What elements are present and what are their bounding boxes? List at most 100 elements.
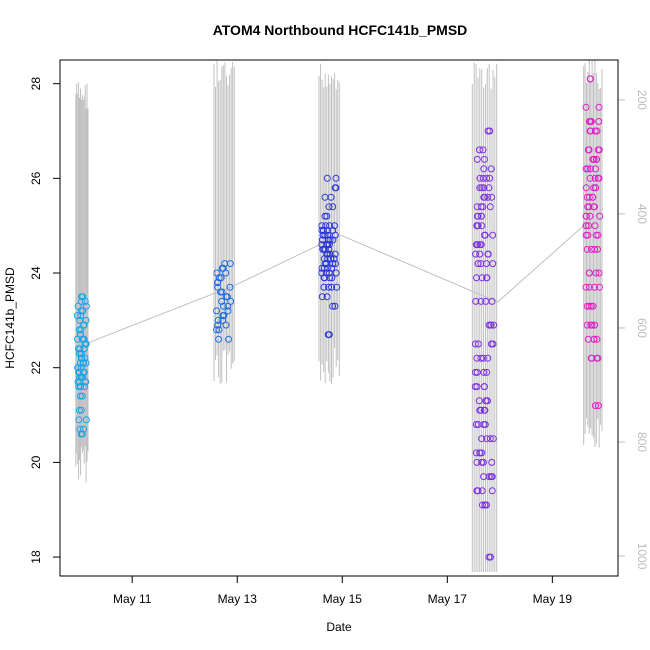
data-point <box>323 293 331 301</box>
data-point <box>80 425 87 433</box>
data-point <box>332 269 340 277</box>
data-point <box>586 118 594 125</box>
data-point <box>487 340 495 348</box>
secondary-transit-line <box>88 208 604 344</box>
y-tick-label-0: 18 <box>29 550 43 564</box>
data-point <box>488 458 496 466</box>
data-point <box>324 231 332 239</box>
data-point <box>73 312 81 320</box>
data-point <box>331 302 339 310</box>
data-point <box>592 269 600 277</box>
data-point <box>76 345 84 353</box>
data-point <box>80 345 88 353</box>
data-point <box>583 321 591 329</box>
data-point <box>488 487 496 495</box>
data-point <box>326 250 334 258</box>
y2-tick-label-1: 400 <box>635 204 649 224</box>
data-point <box>480 473 488 481</box>
data-point <box>474 421 482 428</box>
data-point <box>585 193 593 201</box>
data-point <box>472 297 480 305</box>
data-point <box>485 553 493 561</box>
data-point <box>592 402 599 410</box>
data-point <box>487 165 495 173</box>
data-point <box>320 264 328 272</box>
data-point <box>330 255 338 263</box>
data-point <box>584 146 592 154</box>
data-point <box>485 184 493 192</box>
data-point <box>477 203 485 211</box>
data-point <box>476 449 484 457</box>
data-point <box>474 260 482 268</box>
data-point <box>78 293 86 301</box>
data-point <box>80 321 88 329</box>
data-point <box>318 222 326 230</box>
data-point <box>478 501 486 509</box>
data-point <box>217 274 225 282</box>
data-point <box>594 174 602 182</box>
data-point <box>586 212 594 220</box>
data-point <box>325 283 333 291</box>
data-point <box>478 487 486 495</box>
data-point <box>472 421 480 428</box>
data-point <box>332 184 340 192</box>
data-point <box>477 212 485 220</box>
data-point <box>222 293 230 301</box>
data-point <box>479 174 487 182</box>
data-point <box>76 359 84 367</box>
data-point <box>590 203 598 211</box>
data-point <box>582 283 590 291</box>
data-point <box>82 416 90 424</box>
data-point <box>76 425 84 433</box>
data-point <box>480 184 488 192</box>
data-point <box>213 307 221 315</box>
data-point <box>594 231 602 239</box>
data-point <box>480 368 488 376</box>
data-point <box>80 383 88 391</box>
data-point <box>474 487 482 495</box>
data-point <box>76 392 84 400</box>
data-point <box>218 288 226 296</box>
data-point <box>478 435 486 443</box>
data-point <box>473 212 481 220</box>
data-point <box>484 397 491 405</box>
data-point <box>472 241 480 249</box>
x-tick-label-2: May 15 <box>323 592 363 606</box>
data-point <box>77 331 85 339</box>
data-point <box>480 165 488 173</box>
data-point <box>483 274 491 282</box>
data-point <box>488 297 496 305</box>
data-point <box>479 354 487 362</box>
data-point <box>326 274 334 282</box>
x-tick-label-4: May 19 <box>533 592 573 606</box>
data-point <box>327 193 335 201</box>
data-points <box>73 75 604 561</box>
data-point <box>478 184 486 192</box>
data-point <box>476 146 483 154</box>
y2-tick-label-3: 800 <box>635 432 649 452</box>
data-point <box>595 283 603 291</box>
data-point <box>583 245 591 253</box>
data-point <box>476 406 484 414</box>
data-point <box>484 127 492 135</box>
data-point <box>481 231 489 239</box>
data-point <box>318 241 326 249</box>
data-point <box>483 501 490 509</box>
data-point <box>591 321 599 329</box>
data-point <box>227 297 235 305</box>
data-point <box>591 283 598 291</box>
data-point <box>484 193 492 201</box>
data-point <box>331 260 339 268</box>
data-point <box>596 212 604 220</box>
data-point <box>219 312 227 320</box>
data-point <box>586 75 594 83</box>
data-point <box>593 155 601 163</box>
data-point <box>592 165 600 173</box>
data-point <box>213 269 221 277</box>
data-point <box>593 335 601 343</box>
data-point <box>219 316 227 324</box>
data-point <box>481 193 489 201</box>
y-tick-label-5: 28 <box>29 77 43 91</box>
data-point <box>595 103 603 111</box>
data-point <box>593 354 601 362</box>
